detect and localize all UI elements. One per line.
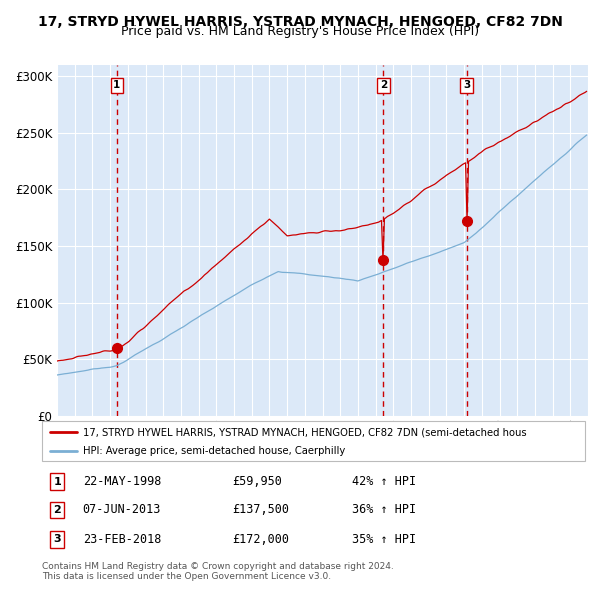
- Text: £137,500: £137,500: [232, 503, 289, 516]
- Text: 35% ↑ HPI: 35% ↑ HPI: [352, 533, 416, 546]
- Text: 22-MAY-1998: 22-MAY-1998: [83, 475, 161, 488]
- Text: Contains HM Land Registry data © Crown copyright and database right 2024.
This d: Contains HM Land Registry data © Crown c…: [42, 562, 394, 581]
- Text: 3: 3: [53, 535, 61, 544]
- Text: 1: 1: [53, 477, 61, 487]
- Text: £172,000: £172,000: [232, 533, 289, 546]
- Text: £59,950: £59,950: [232, 475, 282, 488]
- Text: 42% ↑ HPI: 42% ↑ HPI: [352, 475, 416, 488]
- Text: 2: 2: [380, 80, 387, 90]
- Text: 1: 1: [113, 80, 121, 90]
- Text: HPI: Average price, semi-detached house, Caerphilly: HPI: Average price, semi-detached house,…: [83, 447, 345, 456]
- Text: 3: 3: [463, 80, 470, 90]
- Text: Price paid vs. HM Land Registry's House Price Index (HPI): Price paid vs. HM Land Registry's House …: [121, 25, 479, 38]
- Text: 17, STRYD HYWEL HARRIS, YSTRAD MYNACH, HENGOED, CF82 7DN: 17, STRYD HYWEL HARRIS, YSTRAD MYNACH, H…: [38, 15, 562, 29]
- Text: 36% ↑ HPI: 36% ↑ HPI: [352, 503, 416, 516]
- Text: 2: 2: [53, 505, 61, 515]
- Text: 17, STRYD HYWEL HARRIS, YSTRAD MYNACH, HENGOED, CF82 7DN (semi-detached hous: 17, STRYD HYWEL HARRIS, YSTRAD MYNACH, H…: [83, 427, 526, 437]
- Text: 07-JUN-2013: 07-JUN-2013: [83, 503, 161, 516]
- Text: 23-FEB-2018: 23-FEB-2018: [83, 533, 161, 546]
